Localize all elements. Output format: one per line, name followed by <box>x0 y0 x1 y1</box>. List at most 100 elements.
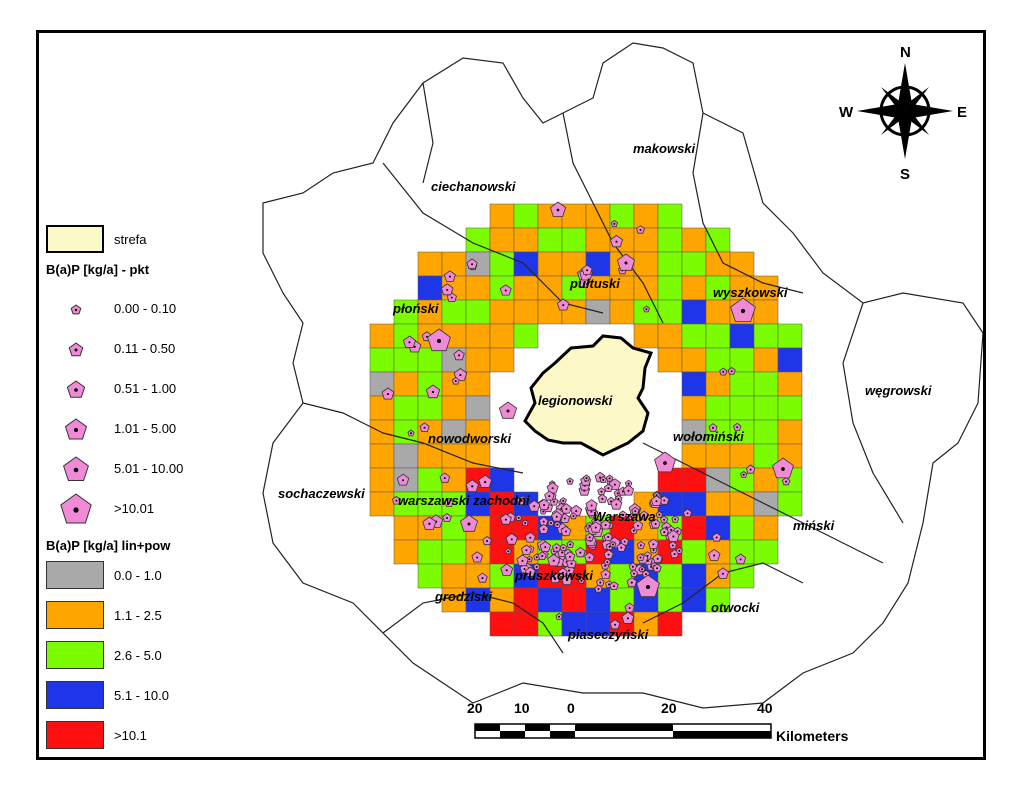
grid-cell <box>753 299 779 325</box>
grid-cell <box>489 251 515 277</box>
emission-point-center <box>542 520 545 523</box>
grid-cell <box>657 563 683 589</box>
grid-cell <box>393 371 419 397</box>
grid-cell <box>657 587 683 613</box>
area-swatch-4 <box>46 681 104 709</box>
strefa-label: strefa <box>114 232 147 247</box>
emission-point-center <box>428 522 431 525</box>
emission-point-center <box>566 579 569 582</box>
emission-point-center <box>656 557 659 560</box>
emission-point-center <box>505 569 508 572</box>
point-marker-1 <box>70 304 82 315</box>
grid-cell <box>657 347 683 373</box>
emission-point-center <box>467 522 471 526</box>
emission-point-center <box>579 551 582 554</box>
compass-rose: N S E W <box>839 44 967 183</box>
scale-unit: Kilometers <box>776 728 849 744</box>
grid-cell <box>561 611 587 637</box>
emission-point-center <box>656 567 659 570</box>
point-label-5: 5.01 - 10.00 <box>114 461 184 476</box>
grid-cell <box>705 371 731 397</box>
grid-cell <box>417 443 443 469</box>
grid-cell <box>609 275 635 301</box>
emission-point-center <box>533 505 536 508</box>
grid-cell <box>681 299 707 325</box>
emission-point-center <box>678 549 681 552</box>
emission-point-center <box>529 536 532 539</box>
emission-point-center <box>569 543 572 546</box>
grid-cell <box>609 299 635 325</box>
strefa-swatch <box>46 225 104 253</box>
emission-point-center <box>567 569 570 572</box>
emission-point-center <box>476 556 479 559</box>
label-wolominski: wołomiński <box>673 429 744 444</box>
area-label-5: >10.1 <box>114 728 147 743</box>
emission-point-center <box>785 480 788 483</box>
label-makowski: makowski <box>633 141 696 156</box>
grid-cell <box>393 443 419 469</box>
grid-cell <box>489 299 515 325</box>
grid-cell <box>681 563 707 589</box>
emission-point-center <box>663 531 666 534</box>
emission-point-center <box>601 497 604 500</box>
legend-point-row: 0.00 - 0.10 <box>46 295 276 325</box>
legend-point-row: 1.01 - 5.00 <box>46 415 276 445</box>
grid-cell <box>417 347 443 373</box>
grid-cell <box>681 371 707 397</box>
emission-point-center <box>528 558 531 561</box>
points-legend-title: B(a)P [kg/a] - pkt <box>46 262 150 277</box>
point-marker-5 <box>63 456 89 481</box>
grid-cell <box>441 419 467 445</box>
grid-cell <box>705 299 731 325</box>
emission-point-center <box>486 540 489 543</box>
grid-cell <box>441 563 467 589</box>
grid-cell <box>393 299 419 325</box>
scale-tick-10: 10 <box>514 700 530 716</box>
emission-point-center <box>548 495 551 498</box>
grid-cell <box>537 587 563 613</box>
grid-cell <box>705 491 731 517</box>
grid-cell <box>681 323 707 349</box>
emission-point-center <box>641 568 644 571</box>
grid-cell <box>513 611 539 637</box>
emission-point-center <box>621 513 624 516</box>
grid-cell <box>705 395 731 421</box>
grid-cell <box>753 395 779 421</box>
label-minski: miński <box>793 518 835 533</box>
emission-point-center <box>588 536 591 539</box>
label-grodziski: grodziski <box>434 589 492 604</box>
grid-cell <box>369 323 395 349</box>
grid-cell <box>777 395 803 421</box>
grid-cell <box>657 611 683 637</box>
grid-cell <box>417 395 443 421</box>
emission-point-center <box>484 480 487 484</box>
grid-cell <box>777 347 803 373</box>
emission-point-center <box>623 540 626 543</box>
emission-point-center <box>686 512 689 515</box>
emission-point-center <box>599 581 602 584</box>
grid-cell <box>417 251 443 277</box>
grid-cell <box>705 419 731 445</box>
emission-point-center <box>722 370 725 373</box>
emission-point-center <box>565 507 568 510</box>
emission-point-center <box>616 492 619 495</box>
grid-cell <box>777 419 803 445</box>
emission-point-center <box>562 304 565 307</box>
emission-point-center <box>542 510 545 513</box>
point-marker-6 <box>60 493 92 524</box>
emission-point-center <box>386 393 389 396</box>
grid-cell <box>753 419 779 445</box>
grid-cell <box>681 467 707 493</box>
legend-area-row: 0.0 - 1.0 <box>46 561 276 591</box>
emission-point-center <box>510 538 513 541</box>
emission-point-center <box>507 550 510 553</box>
emission-point-center <box>614 623 617 626</box>
scale-tick-0: 0 <box>567 700 575 716</box>
emission-point-center <box>521 559 524 562</box>
grid-cell <box>753 347 779 373</box>
emission-point-center <box>446 288 449 291</box>
emission-point-center <box>423 426 426 429</box>
grid-cell <box>489 203 515 229</box>
label-wyszkowski: wyszkowski <box>713 285 788 300</box>
grid-cell <box>681 395 707 421</box>
